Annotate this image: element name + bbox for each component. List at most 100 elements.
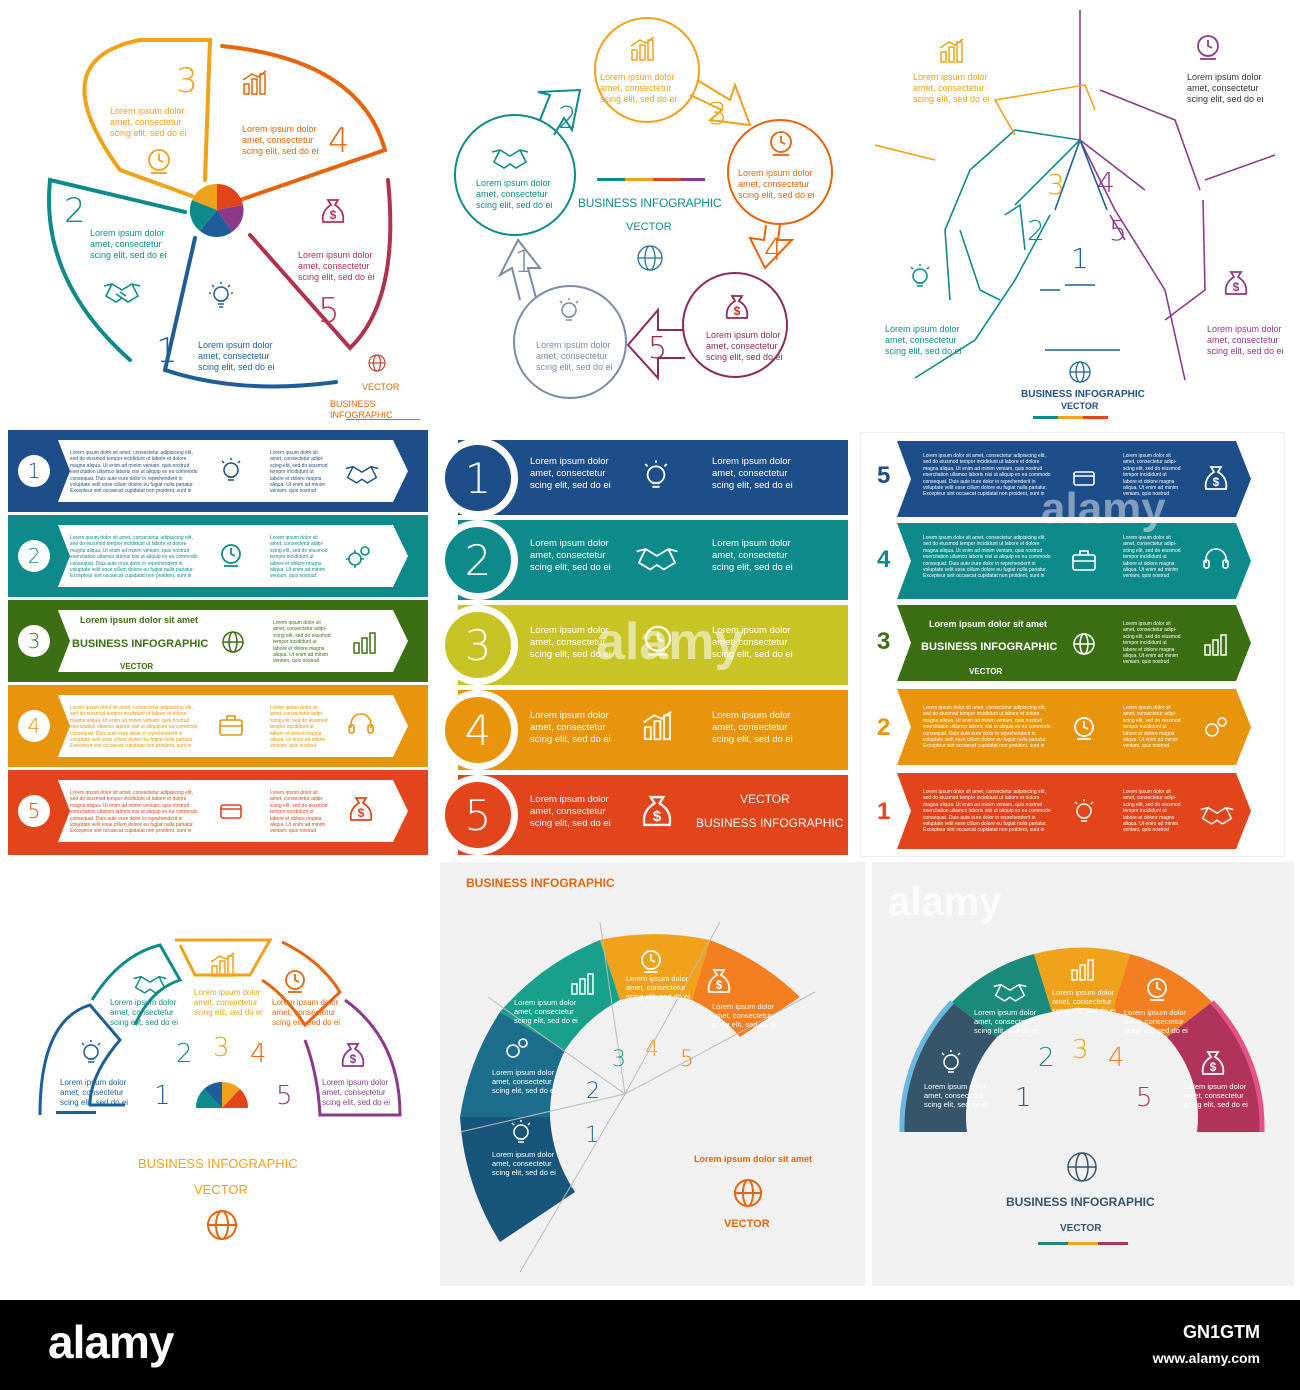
semi-text-2: Lorem ipsum dolor amet, consectetur scin… xyxy=(110,998,179,1027)
panel-semicircle-outline: 1 2 3 4 5 Lorem ipsum dolor amet, consec… xyxy=(0,860,430,1280)
band-number-4: 4 xyxy=(18,710,50,742)
bulb-icon xyxy=(511,1120,531,1143)
text-block-3: Lorem ipsum dolor amet, consectetur scin… xyxy=(110,106,187,138)
center-text-4a: Lorem ipsum dolor amet, consectetur scin… xyxy=(530,710,611,745)
fan-text-0: Lorem ipsum dolor amet, consectetur scin… xyxy=(492,1150,556,1177)
fan-number-3: 3 xyxy=(612,1047,626,1072)
center-band-4 xyxy=(458,690,848,770)
center-band-5 xyxy=(458,775,848,855)
band-text-2a: Lorem ipsum dolor sit amet, consectetur … xyxy=(70,535,198,580)
cycle-text-5: Lorem ipsum dolor amet, consectetur scin… xyxy=(706,330,783,362)
handshake-icon xyxy=(636,548,678,571)
bulb-icon xyxy=(1074,799,1094,822)
right-text-4b: Lorem ipsum dolor sit amet, consectetur … xyxy=(1123,535,1181,580)
semi-number-4: 4 xyxy=(250,1039,267,1069)
chart-icon xyxy=(353,632,376,654)
globe-icon xyxy=(368,354,386,372)
semi-text-1: Lorem ipsum dolor amet, consectetur scin… xyxy=(60,1078,129,1107)
money-bag-icon: $ xyxy=(725,295,749,319)
stock-footer-bar: alamy GN1GTM www.alamy.com xyxy=(0,1300,1300,1390)
center-text-3a: Lorem ipsum dolor amet, consectetur scin… xyxy=(530,625,611,660)
band-text-4b: Lorem ipsum dolor sit amet, consectetur … xyxy=(270,705,328,750)
right-text-5a: Lorem ipsum dolor sit amet, consectetur … xyxy=(923,453,1051,498)
star-text-4: Lorem ipsum dolor amet, consectetur scin… xyxy=(1187,72,1264,104)
band-number-1: 1 xyxy=(18,455,50,487)
center-text-2a: Lorem ipsum dolor amet, consectetur scin… xyxy=(530,538,611,573)
circle-step-2 xyxy=(454,114,576,236)
semi-mini-pie xyxy=(195,1081,249,1108)
chart-icon xyxy=(1204,634,1227,656)
star-number-5: 5 xyxy=(1109,214,1127,247)
handshake-icon xyxy=(1200,806,1234,825)
gears-icon xyxy=(1205,717,1227,737)
fan-text-3: Lorem ipsum dolor amet, consectetur scin… xyxy=(626,974,690,1001)
semi-number-2: 2 xyxy=(176,1039,193,1069)
circle-step-1 xyxy=(513,285,627,399)
money-bag-icon: $ xyxy=(321,199,345,223)
money-bag-icon: $ xyxy=(707,969,731,993)
step-number-4: 4 xyxy=(328,121,350,161)
star-number-2: 2 xyxy=(1027,214,1045,247)
right-text-5b: Lorem ipsum dolor sit amet, consectetur … xyxy=(1123,453,1181,498)
band-text-5a: Lorem ipsum dolor sit amet, consectetur … xyxy=(70,790,198,835)
center-text-4b: Lorem ipsum dolor amet, consectetur scin… xyxy=(712,710,793,745)
band-text-3b: Lorem ipsum dolor sit amet, consectetur … xyxy=(273,620,331,665)
semi-text-3: Lorem ipsum dolor amet, consectetur scin… xyxy=(194,988,263,1017)
semicircle-outline-diagram: 1 2 3 4 5 xyxy=(38,938,402,1240)
cycle-text-3: Lorem ipsum dolor amet, consectetur scin… xyxy=(600,72,677,104)
clock-icon xyxy=(641,950,661,973)
globe-icon xyxy=(1073,633,1095,655)
arrow-number-4: 4 xyxy=(764,233,783,268)
right-vector-3: VECTOR xyxy=(969,667,1003,676)
star-text-5: Lorem ipsum dolor amet, consectetur scin… xyxy=(1207,324,1284,356)
center-band-3 xyxy=(458,605,848,685)
center-number-5: 5 xyxy=(438,775,518,855)
filled-text-1: Lorem ipsum dolor amet, consectetur scin… xyxy=(924,1082,988,1109)
briefcase-icon xyxy=(219,715,243,736)
band-short-3: Lorem ipsum dolor sit amet xyxy=(80,615,199,625)
money-bag-icon: $ xyxy=(1224,271,1248,295)
band-text-2b: Lorem ipsum dolor sit amet, consectetur … xyxy=(270,535,328,580)
filled-number-5: 5 xyxy=(1136,1083,1153,1113)
right-business-3: BUSINESS INFOGRAPHIC xyxy=(921,641,1058,653)
svg-text:$: $ xyxy=(716,978,723,992)
band-text-1b: Lorem ipsum dolor sit amet, consectetur … xyxy=(270,450,328,495)
bulb-icon xyxy=(221,458,241,481)
briefcase-icon xyxy=(1072,550,1096,571)
svg-text:$: $ xyxy=(1233,280,1240,294)
gears-icon xyxy=(346,546,370,568)
star-vector-label: VECTOR xyxy=(1061,401,1099,411)
right-text-4a: Lorem ipsum dolor sit amet, consectetur … xyxy=(923,535,1051,580)
center-text-5a: Lorem ipsum dolor amet, consectetur scin… xyxy=(530,794,611,829)
filled-number-1: 1 xyxy=(1015,1083,1032,1113)
semi-vector-label: VECTOR xyxy=(194,1182,248,1197)
star-text-3: Lorem ipsum dolor amet, consectetur scin… xyxy=(913,72,990,104)
filled-vector-label: VECTOR xyxy=(1060,1223,1102,1234)
fan-number-1: 1 xyxy=(585,1123,599,1148)
center-text-1b: Lorem ipsum dolor amet, consectetur scin… xyxy=(712,456,793,491)
globe-icon xyxy=(637,245,663,271)
text-block-1: Lorem ipsum dolor amet, consectetur scin… xyxy=(198,340,275,372)
gears-icon xyxy=(506,1038,528,1058)
headset-icon xyxy=(348,713,374,734)
circle-step-3 xyxy=(594,17,700,123)
star-pentagon-diagram: 3 4 2 5 1 xyxy=(875,10,1276,419)
clock-icon xyxy=(644,625,672,656)
quarter-fan-diagram: 1 2 3 4 5 xyxy=(459,921,816,1273)
center-number-3: 3 xyxy=(438,605,518,685)
star-number-4: 4 xyxy=(1097,166,1115,199)
segment-2-outline xyxy=(47,177,187,362)
fan-short-label: Lorem ipsum dolor sit amet xyxy=(694,1154,813,1164)
segment-1-outline xyxy=(162,236,338,389)
center-band-2 xyxy=(458,520,848,600)
filled-text-5: Lorem ipsum dolor amet, consectetur scin… xyxy=(1184,1082,1248,1109)
arrow-number-5: 5 xyxy=(648,331,667,366)
right-short-3: Lorem ipsum dolor sit amet xyxy=(929,619,1048,629)
filled-number-2: 2 xyxy=(1038,1043,1055,1073)
arrow-number-2: 2 xyxy=(558,101,577,136)
filled-number-3: 3 xyxy=(1072,1035,1089,1065)
band-vector-3: VECTOR xyxy=(120,662,154,671)
business-infographic-label: BUSINESS INFOGRAPHIC xyxy=(330,399,393,420)
cycle-text-2: Lorem ipsum dolor amet, consectetur scin… xyxy=(476,178,553,210)
clock-icon xyxy=(770,131,792,156)
